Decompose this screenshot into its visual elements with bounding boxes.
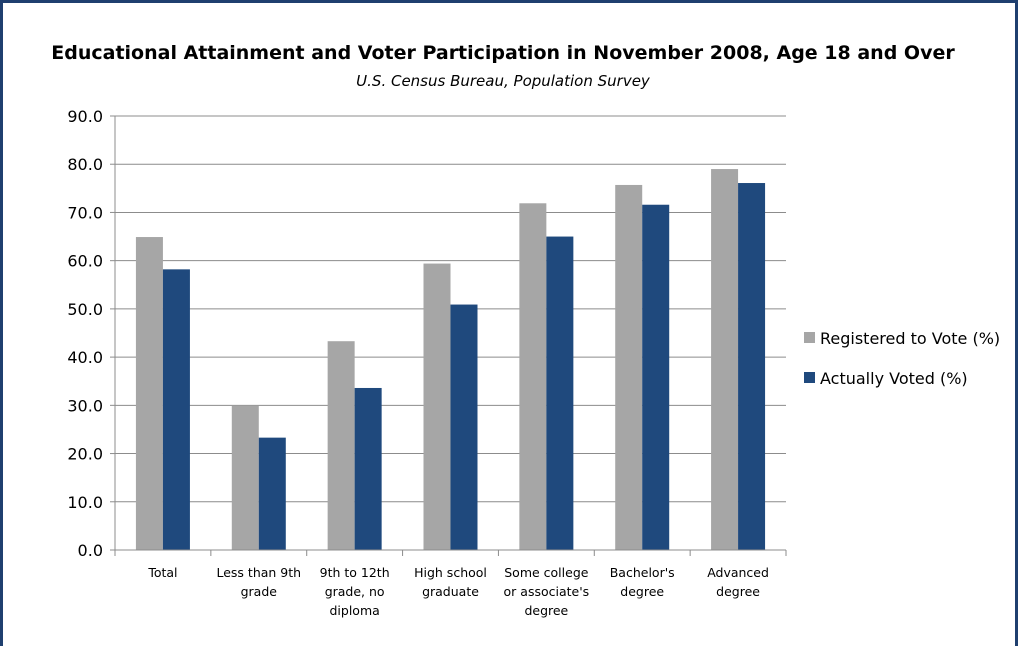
x-tick-label-line: or associate's [504, 584, 590, 599]
y-tick-label: 20.0 [67, 445, 103, 464]
x-tick-label-line: grade, no [325, 584, 385, 599]
bar-voted [546, 236, 574, 551]
bar-voted [162, 269, 190, 550]
chart: Educational Attainment and Voter Partici… [51, 42, 1000, 618]
bar-voted [738, 183, 766, 551]
legend-label: Actually Voted (%) [820, 369, 968, 388]
x-tick-label: High school graduate [414, 565, 487, 599]
legend-swatch [804, 332, 815, 343]
x-tick-label: Some college or associate's degree [504, 565, 590, 618]
bar-registered [615, 184, 643, 551]
y-tick-label: 80.0 [67, 155, 103, 174]
y-tick-label: 0.0 [78, 541, 103, 560]
bar-registered [519, 203, 547, 550]
bar-voted [354, 387, 382, 550]
y-tick-label: 50.0 [67, 300, 103, 319]
x-tick-label-line: Some college [504, 565, 589, 580]
x-tick-label-line: degree [524, 603, 568, 618]
x-tick-label-line: Total [147, 565, 177, 580]
bar-voted [450, 304, 478, 550]
bar-registered [327, 341, 355, 550]
x-tick-label-line: Advanced [707, 565, 769, 580]
x-tick-label-line: diploma [329, 603, 379, 618]
x-tick-label: Total [147, 565, 177, 580]
y-tick-label: 90.0 [67, 107, 103, 126]
y-tick-label: 70.0 [67, 203, 103, 222]
bar-registered [231, 405, 259, 550]
bar-voted [258, 437, 286, 550]
x-tick-label: Advanced degree [707, 565, 769, 599]
bar-registered [135, 237, 163, 550]
x-axis-tick-labels: Total Less than 9th grade 9th to 12th grade,… [147, 565, 769, 618]
axes [110, 115, 787, 556]
chart-subtitle: U.S. Census Bureau, Population Survey [356, 72, 651, 90]
x-tick-label-line: graduate [422, 584, 479, 599]
bar-registered [423, 263, 451, 550]
y-tick-label: 40.0 [67, 348, 103, 367]
legend: Registered to Vote (%) Actually Voted (%) [804, 329, 1000, 388]
bar-registered [711, 169, 739, 551]
x-tick-label: 9th to 12th grade, no diploma [320, 565, 390, 618]
x-tick-label-line: grade [241, 584, 278, 599]
chart-title: Educational Attainment and Voter Partici… [51, 42, 955, 64]
bar-voted [642, 204, 670, 550]
x-tick-label-line: Less than 9th [216, 565, 301, 580]
y-axis-tick-labels: 0.0 10.0 20.0 30.0 40.0 50.0 60.0 70.0 80.0 90.0 [67, 107, 103, 560]
x-tick-label-line: degree [716, 584, 760, 599]
x-tick-label: Less than 9th grade [216, 565, 301, 599]
y-tick-label: 60.0 [67, 252, 103, 271]
x-tick-label-line: 9th to 12th [320, 565, 390, 580]
y-tick-label: 30.0 [67, 396, 103, 415]
bars [135, 169, 766, 551]
x-tick-label: Bachelor's degree [610, 565, 675, 599]
legend-swatch [804, 372, 815, 383]
x-tick-label-line: High school [414, 565, 487, 580]
x-tick-label-line: degree [620, 584, 664, 599]
y-tick-label: 10.0 [67, 493, 103, 512]
legend-label: Registered to Vote (%) [820, 329, 1000, 348]
x-tick-label-line: Bachelor's [610, 565, 675, 580]
